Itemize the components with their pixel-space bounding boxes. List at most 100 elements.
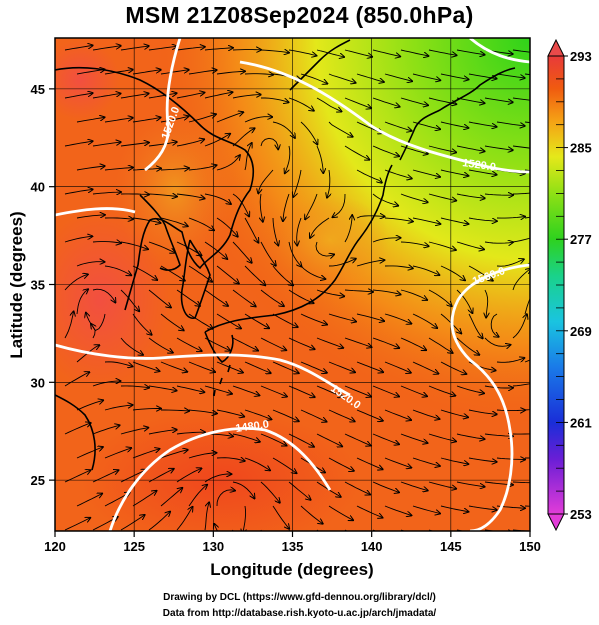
streamline [456, 289, 472, 313]
y-tick-label: 30 [31, 375, 45, 390]
streamline [260, 433, 287, 446]
coastline-honshu [204, 164, 393, 333]
streamline [456, 49, 485, 55]
streamline [356, 313, 384, 321]
streamline [148, 93, 177, 99]
x-tick-label: 150 [519, 539, 541, 554]
streamline [232, 433, 260, 442]
streamline [428, 481, 456, 489]
streamline [132, 449, 159, 459]
streamline [485, 289, 488, 318]
streamline [288, 337, 315, 349]
coastlines [55, 39, 516, 471]
streamline [412, 457, 440, 466]
streamline [512, 481, 530, 484]
streamline [260, 50, 289, 53]
streamline [356, 73, 384, 82]
streamline [104, 265, 131, 275]
streamline [412, 313, 437, 328]
streamline [327, 169, 330, 198]
streamline [288, 49, 316, 56]
streamline [160, 488, 182, 507]
streamline [272, 409, 299, 421]
streamline [260, 385, 287, 397]
streamline [384, 73, 412, 81]
streamline [148, 289, 171, 308]
streamline [512, 433, 530, 435]
streamline [344, 481, 370, 495]
streamline [214, 524, 234, 531]
streamline [344, 97, 371, 108]
streamline [428, 145, 456, 152]
streamline [372, 49, 400, 57]
streamline [372, 97, 400, 107]
streamline [512, 192, 530, 195]
streamline [160, 217, 188, 226]
streamline [372, 289, 401, 295]
streamline [244, 409, 271, 419]
streamline [232, 95, 261, 99]
streamline [160, 450, 188, 459]
colorbar-min-triangle [547, 513, 565, 532]
streamline [372, 385, 399, 397]
x-tick-label: 140 [361, 539, 383, 554]
streamline [76, 400, 103, 411]
streamline [496, 217, 525, 219]
credits: Drawing by DCL (https://www.gfd-dennou.o… [0, 590, 599, 622]
streamline [176, 468, 201, 483]
streamlines [64, 45, 530, 531]
streamline [104, 448, 131, 459]
streamline [456, 481, 485, 487]
streamline [384, 217, 413, 222]
streamline [64, 423, 91, 435]
streamline [428, 49, 457, 55]
streamline [456, 433, 485, 439]
streamline [260, 481, 280, 503]
streamline [316, 97, 342, 112]
streamline [484, 434, 513, 436]
streamline [412, 361, 438, 374]
streamline [524, 297, 530, 315]
streamline [400, 193, 428, 202]
streamline [92, 94, 121, 99]
y-tick-label: 45 [31, 82, 45, 97]
streamline [176, 507, 193, 531]
streamline [64, 236, 92, 243]
streamline [148, 194, 177, 197]
streamline [496, 121, 525, 126]
streamline [468, 313, 483, 338]
streamline [120, 515, 145, 531]
streamline [232, 128, 255, 147]
streamline [372, 238, 401, 243]
streamline [384, 266, 413, 269]
streamline [372, 337, 399, 348]
streamline [160, 70, 189, 75]
streamline [148, 469, 174, 483]
streamline [384, 361, 411, 373]
streamline [148, 337, 173, 353]
streamline [216, 112, 243, 123]
height-contours [55, 38, 530, 531]
streamline [496, 259, 524, 267]
streamline [328, 409, 355, 421]
y-tick-label: 35 [31, 278, 45, 293]
streamline [272, 505, 289, 529]
streamline [64, 470, 90, 483]
streamline [328, 361, 355, 372]
streamline [148, 241, 175, 253]
streamline [216, 409, 244, 417]
streamline [316, 529, 320, 531]
streamline [232, 385, 259, 395]
streamline [468, 121, 497, 127]
streamline [104, 405, 133, 411]
streamline [288, 289, 314, 303]
streamline [260, 137, 278, 149]
streamline [176, 47, 205, 51]
streamline [428, 241, 456, 250]
streamline [400, 433, 428, 443]
streamline [188, 165, 217, 171]
streamline [92, 470, 118, 483]
streamline [512, 97, 530, 101]
coastline-hokkaido [399, 67, 516, 161]
streamline [372, 193, 398, 206]
